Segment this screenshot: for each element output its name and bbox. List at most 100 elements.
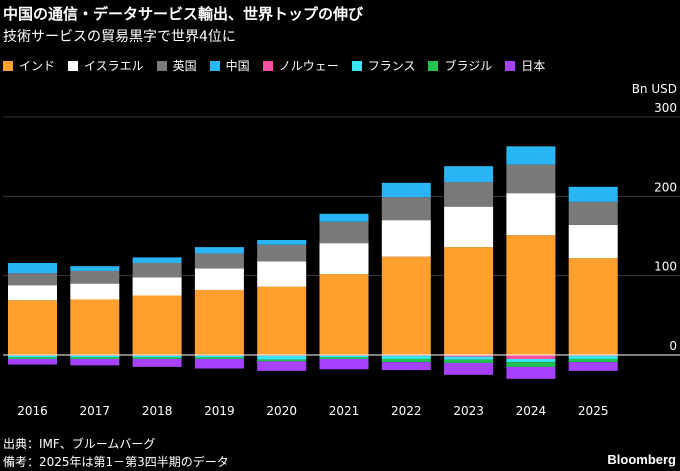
legend-swatch — [351, 60, 362, 71]
legend-swatch — [209, 60, 220, 71]
legend-item: ブラジル — [428, 57, 492, 74]
x-tick-label: 2017 — [80, 404, 111, 418]
source-note: 出典：IMF、ブルームバーグ — [3, 437, 156, 451]
x-tick-label: 2021 — [329, 404, 360, 418]
legend-label: ノルウェー — [278, 59, 339, 73]
bar-segment — [381, 220, 431, 257]
legend-item: インド — [3, 57, 55, 74]
bar-segment — [381, 355, 431, 359]
bar-segment — [194, 253, 244, 269]
bar-segment — [444, 355, 494, 357]
legend-label: 中国 — [225, 59, 250, 73]
bar-segment — [70, 266, 120, 271]
bar-segment — [444, 359, 494, 363]
legend-item: イスラエル — [68, 57, 144, 74]
y-tick-label: 100 — [654, 260, 677, 274]
legend-label: 日本 — [521, 59, 546, 73]
bar-segment — [568, 186, 618, 202]
legend: インド イスラエル 英国 中国 ノルウェー フランス ブラジル 日本 — [3, 57, 558, 74]
legend-swatch — [505, 60, 516, 71]
footnote: 備考：2025年は第1－第3四半期のデータ — [3, 455, 229, 469]
bar-segment — [132, 355, 182, 358]
x-tick-label: 2019 — [204, 404, 235, 418]
bar-segment — [194, 358, 244, 369]
x-tick-label: 2025 — [578, 404, 609, 418]
legend-swatch — [262, 60, 273, 71]
bar-segment — [319, 358, 369, 370]
bar-segment — [257, 261, 307, 287]
bar-segment — [194, 355, 244, 358]
bar-segment — [70, 299, 120, 355]
x-tick-label: 2023 — [453, 404, 484, 418]
bar-segment — [568, 362, 618, 371]
legend-item: ノルウェー — [262, 57, 339, 74]
bar-segment — [444, 356, 494, 360]
bar-segment — [132, 358, 182, 367]
bar-segment — [506, 235, 556, 355]
bar-segment — [381, 182, 431, 198]
bar-segment — [8, 358, 57, 365]
bar-segment — [381, 358, 431, 363]
bar-segment — [568, 258, 618, 355]
bar-segment — [8, 300, 57, 355]
chart-title: 中国の通信・データサービス輸出、世界トップの伸び — [3, 5, 364, 23]
bar-segment — [132, 277, 182, 296]
bar-segment — [319, 221, 369, 244]
bar-segment — [444, 206, 494, 248]
bar-segment — [506, 366, 556, 379]
bar-segment — [568, 358, 618, 363]
bar-segment — [381, 256, 431, 355]
bar-segment — [132, 357, 182, 359]
bar-segment — [194, 268, 244, 290]
bar-segment — [506, 355, 556, 359]
y-tick-label: 0 — [669, 339, 677, 353]
y-tick-label: 300 — [654, 101, 677, 115]
bar-segment — [319, 274, 369, 355]
bar-segment — [506, 164, 556, 194]
x-tick-label: 2016 — [17, 404, 48, 418]
bar-segment — [257, 361, 307, 371]
bar-segment — [444, 166, 494, 183]
bar-segment — [506, 358, 556, 363]
bar-segment — [568, 201, 618, 225]
bar-segment — [194, 357, 244, 359]
legend-swatch — [156, 60, 167, 71]
legend-item: 日本 — [505, 57, 545, 74]
x-tick-label: 2024 — [516, 404, 547, 418]
legend-swatch — [68, 60, 79, 71]
x-tick-label: 2020 — [266, 404, 297, 418]
bar-segment — [8, 357, 57, 359]
bar-segment — [319, 355, 369, 358]
bar-segment — [319, 357, 369, 359]
chart-subtitle: 技術サービスの貿易黒字で世界4位に — [3, 29, 236, 45]
legend-item: 中国 — [209, 57, 250, 74]
bar-segment — [132, 295, 182, 355]
legend-item: フランス — [351, 57, 415, 74]
bar-segment — [444, 362, 494, 375]
bar-segment — [568, 224, 618, 259]
legend-swatch — [3, 60, 13, 71]
bar-segment — [8, 285, 57, 301]
bar-segment — [381, 362, 431, 371]
bar-segment — [257, 244, 307, 262]
x-tick-label: 2018 — [142, 404, 173, 418]
bar-segment — [319, 243, 369, 275]
bar-segment — [444, 182, 494, 207]
bar-segment — [8, 273, 57, 286]
legend-label: イスラエル — [84, 59, 144, 73]
bloomberg-logo: Bloomberg — [607, 452, 676, 467]
bar-segment — [70, 270, 120, 284]
bar-segment — [70, 358, 120, 366]
bar-segment — [132, 262, 182, 278]
legend-label: ブラジル — [444, 59, 493, 73]
bar-segment — [257, 239, 307, 245]
bar-segment — [70, 357, 120, 359]
bar-segment — [381, 197, 431, 221]
y-tick-label: 200 — [654, 180, 677, 194]
bar-segment — [257, 286, 307, 355]
legend-label: インド — [19, 59, 56, 73]
bar-segment — [8, 355, 57, 358]
x-tick-label: 2022 — [391, 404, 422, 418]
bar-segment — [319, 213, 369, 222]
